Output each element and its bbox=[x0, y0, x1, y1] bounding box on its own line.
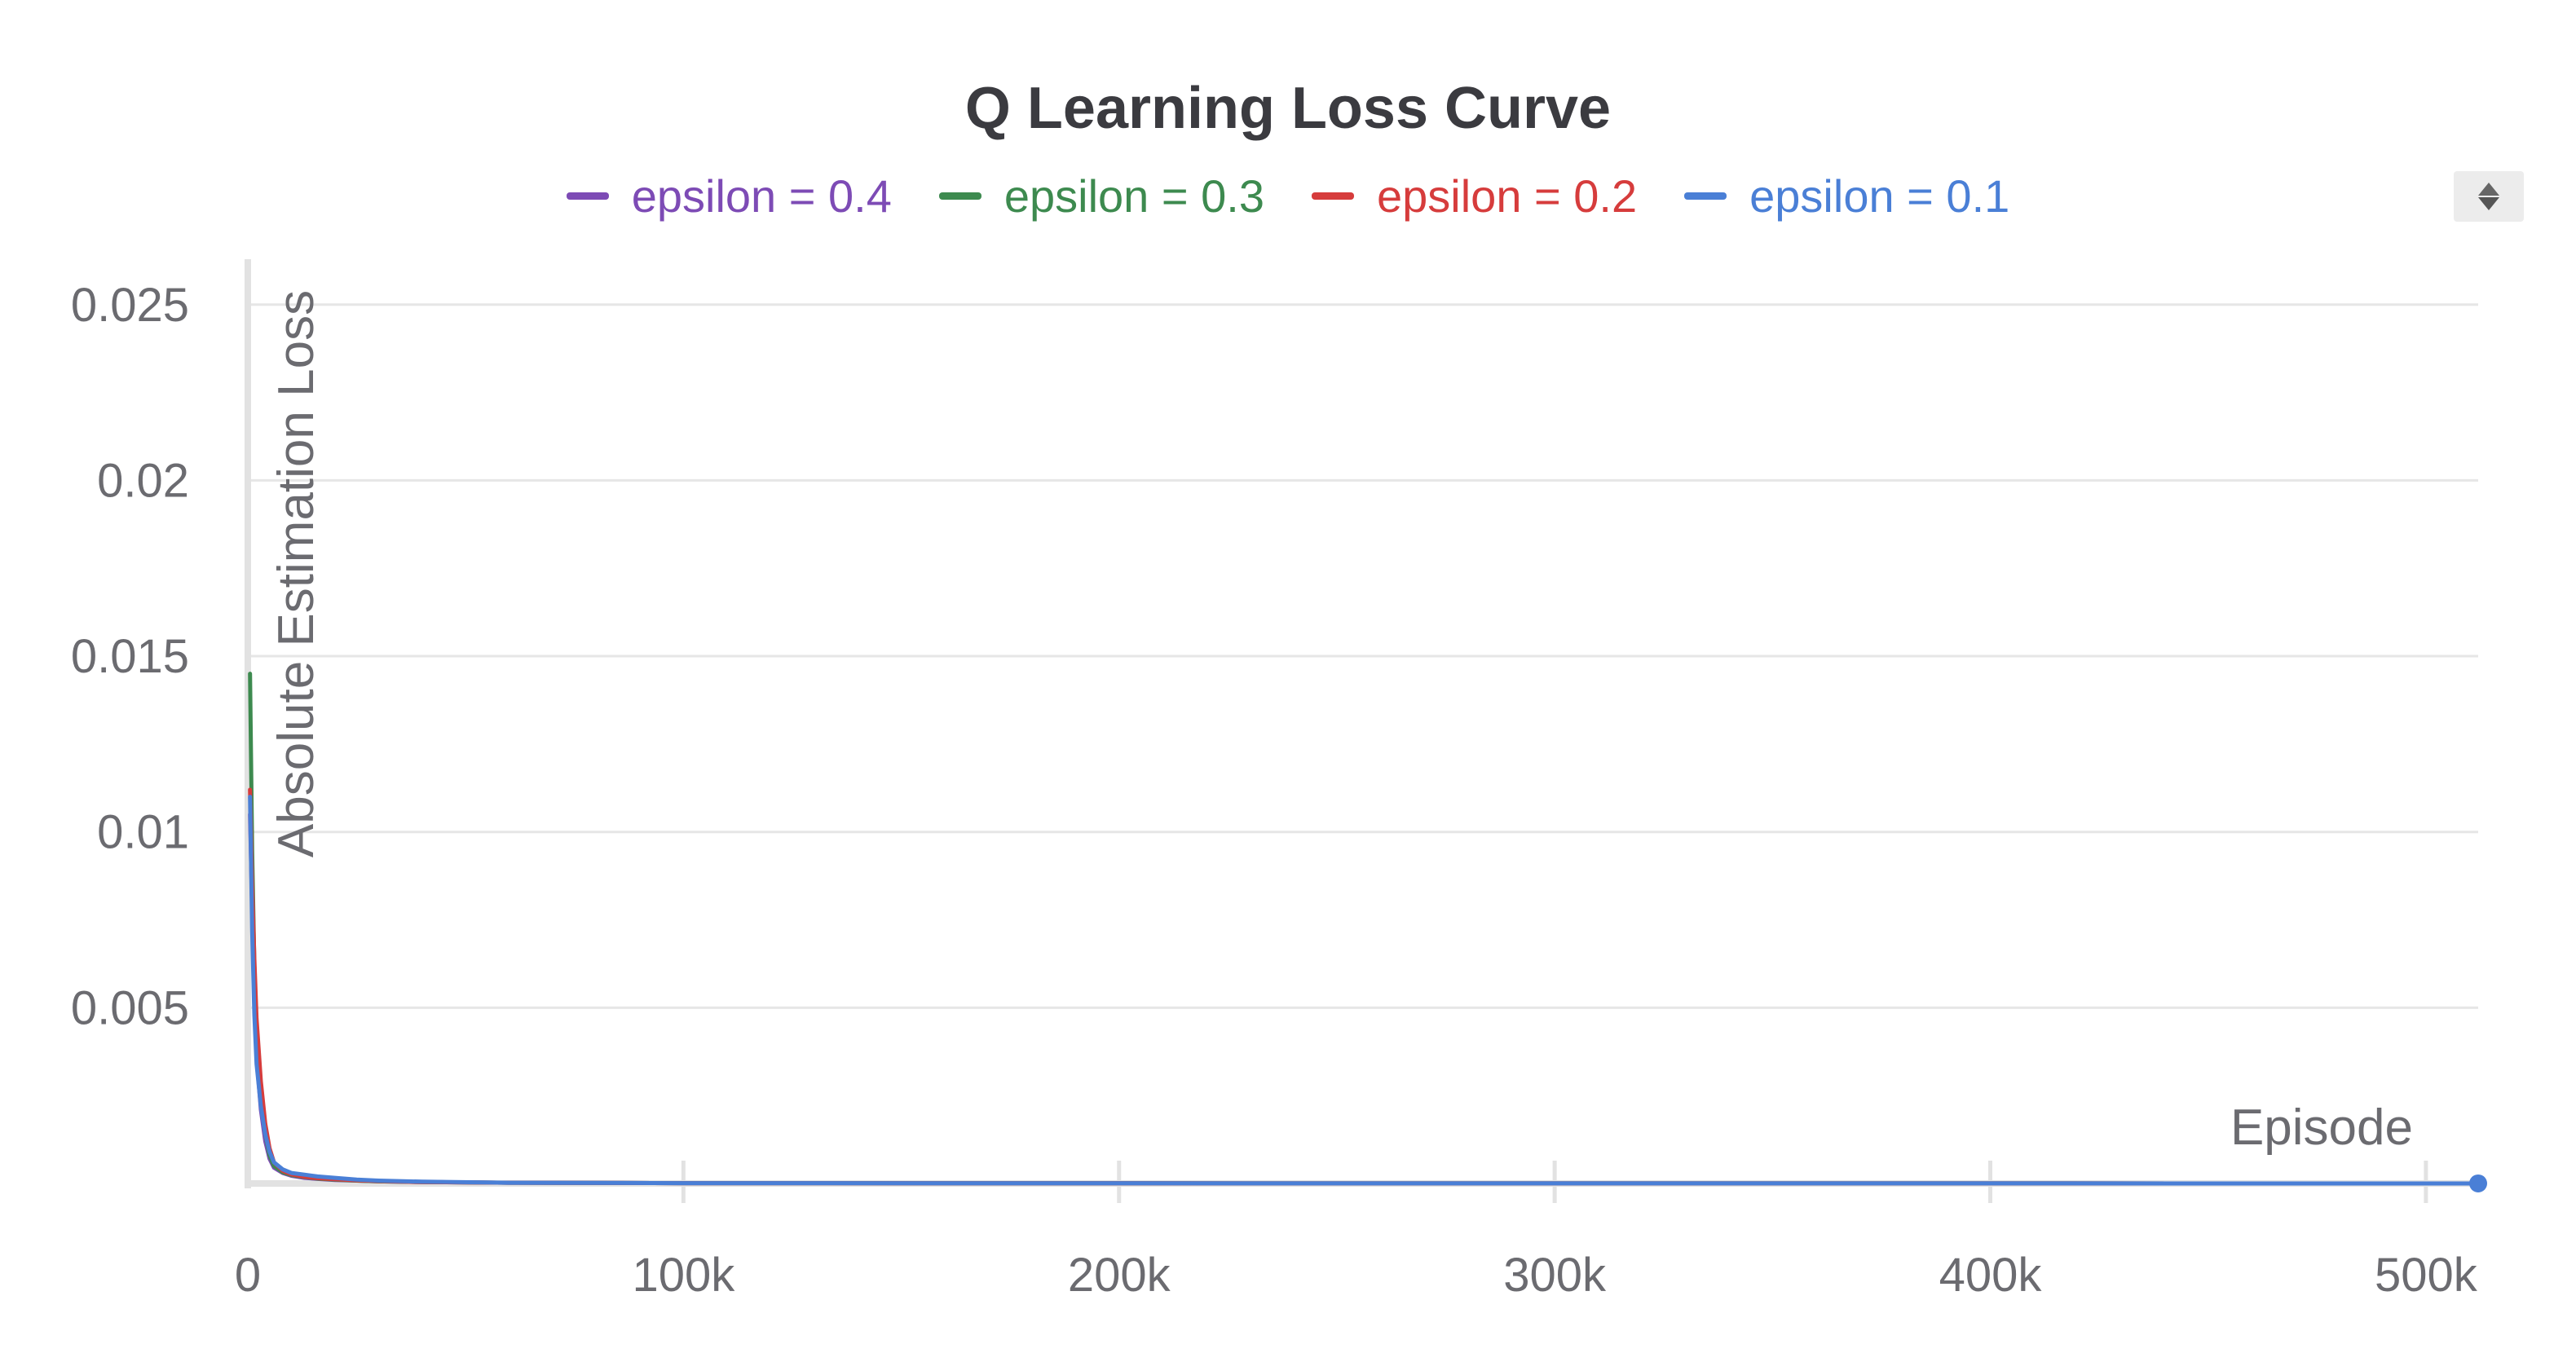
legend-swatch bbox=[1312, 192, 1354, 200]
x-tick-label: 400k bbox=[1939, 1249, 2043, 1302]
chart-title: Q Learning Loss Curve bbox=[964, 76, 1612, 141]
series-lines bbox=[248, 672, 2487, 1192]
x-tick-label: 100k bbox=[632, 1249, 735, 1302]
legend: epsilon = 0.4 epsilon = 0.3 epsilon = 0.2 e… bbox=[0, 163, 2576, 228]
legend-swatch bbox=[938, 192, 981, 200]
x-tick-label: 500k bbox=[2375, 1249, 2478, 1302]
legend-scroll-button[interactable] bbox=[2454, 171, 2524, 222]
legend-item[interactable]: epsilon = 0.1 bbox=[1684, 170, 2009, 223]
legend-item[interactable]: epsilon = 0.4 bbox=[566, 170, 892, 223]
series-line bbox=[248, 795, 2481, 1186]
legend-swatch bbox=[1684, 192, 1727, 200]
grid-lines bbox=[248, 303, 2478, 1009]
x-axis-title: Episode bbox=[2230, 1100, 2413, 1156]
y-tick-label: 0.01 bbox=[97, 806, 189, 859]
y-tick-label: 0.005 bbox=[71, 981, 189, 1034]
legend-swatch bbox=[566, 192, 609, 200]
legend-item[interactable]: epsilon = 0.3 bbox=[938, 170, 1264, 223]
x-tick-label: 0 bbox=[235, 1249, 261, 1302]
series-line bbox=[248, 672, 2481, 1186]
arrow-up-icon bbox=[2478, 183, 2499, 196]
series-end-marker bbox=[2469, 1174, 2487, 1192]
y-axis-title: Absolute Estimation Loss bbox=[268, 290, 324, 857]
tick-labels: 0.005 0.01 0.015 0.02 0.025 0 100k 200k 300k 400k… bbox=[71, 279, 2478, 1302]
series-line bbox=[248, 787, 2481, 1186]
legend-item[interactable]: epsilon = 0.2 bbox=[1312, 170, 1637, 223]
series-line bbox=[248, 812, 2481, 1186]
y-tick-label: 0.02 bbox=[97, 454, 189, 507]
x-tick-label: 300k bbox=[1503, 1249, 1607, 1302]
legend-label: epsilon = 0.1 bbox=[1749, 170, 2010, 222]
arrow-down-icon bbox=[2478, 197, 2499, 210]
legend-label: epsilon = 0.3 bbox=[1003, 170, 1264, 222]
x-tick-label: 200k bbox=[1068, 1249, 1171, 1302]
y-tick-label: 0.025 bbox=[71, 279, 189, 332]
legend-label: epsilon = 0.2 bbox=[1377, 170, 1638, 222]
y-tick-label: 0.015 bbox=[71, 630, 189, 683]
axes bbox=[245, 259, 2478, 1203]
legend-label: epsilon = 0.4 bbox=[631, 170, 892, 222]
